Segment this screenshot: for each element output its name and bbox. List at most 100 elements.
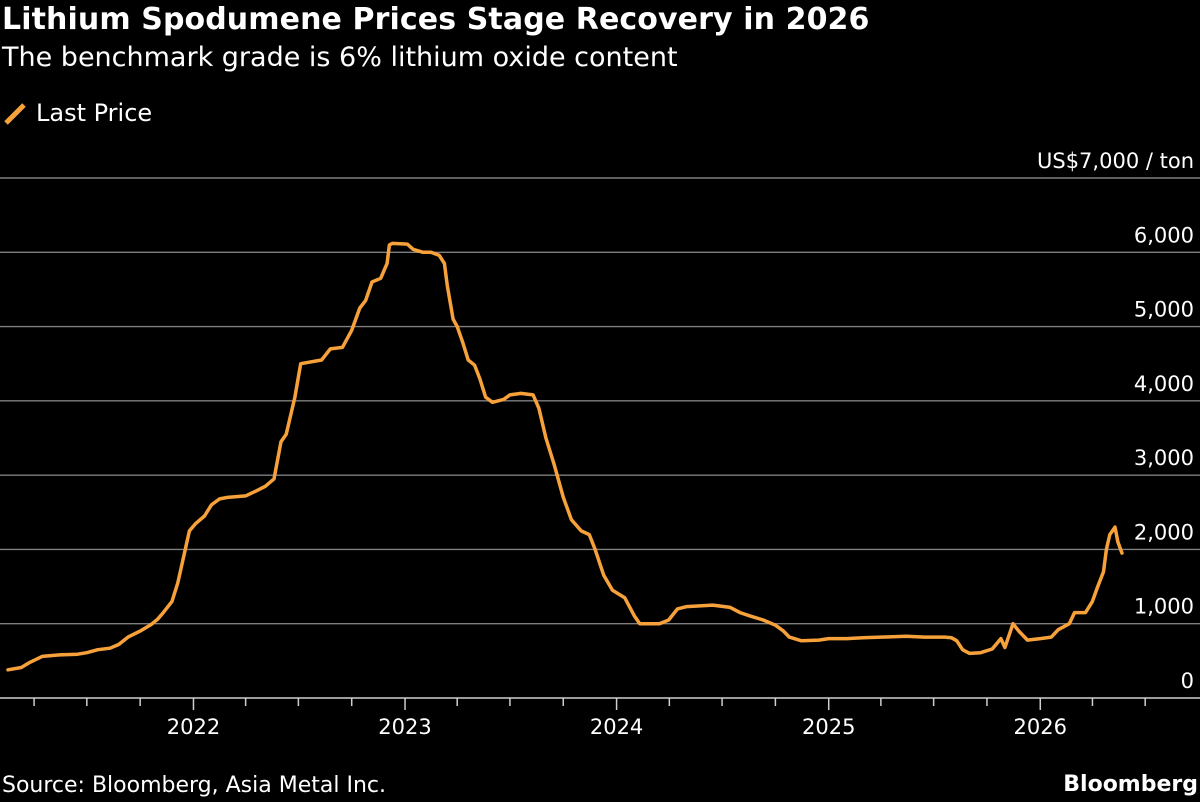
data-point <box>150 623 152 625</box>
x-tick-label: 2024 <box>590 715 643 739</box>
data-point <box>905 635 907 637</box>
data-point <box>256 490 258 492</box>
data-point <box>739 611 741 613</box>
data-point <box>484 396 486 398</box>
data-point <box>371 281 373 283</box>
legend-line-swatch-icon <box>4 103 26 125</box>
data-point <box>300 363 302 365</box>
data-point <box>430 251 432 253</box>
y-tick-label: 3,000 <box>1134 446 1194 470</box>
data-point <box>479 377 481 379</box>
data-point <box>545 437 547 439</box>
y-tick-label: 0 <box>1181 669 1194 693</box>
data-point <box>218 498 220 500</box>
data-point <box>788 636 790 638</box>
data-point <box>658 623 660 625</box>
data-point <box>273 478 275 480</box>
y-tick-label: 4,000 <box>1134 372 1194 396</box>
data-point <box>862 637 864 639</box>
data-point <box>1109 533 1111 535</box>
data-point <box>502 398 504 400</box>
data-point <box>1004 646 1006 648</box>
data-point <box>1068 623 1070 625</box>
data-point <box>452 318 454 320</box>
data-point <box>588 533 590 535</box>
data-point <box>1000 637 1002 639</box>
data-point <box>320 359 322 361</box>
data-point <box>1121 552 1123 554</box>
data-point <box>412 248 414 250</box>
data-point <box>86 652 88 654</box>
data-point <box>127 636 129 638</box>
data-point <box>956 640 958 642</box>
data-point <box>1012 623 1014 625</box>
data-point <box>594 548 596 550</box>
data-point <box>280 441 282 443</box>
data-point <box>195 522 197 524</box>
x-tick-label: 2026 <box>1014 715 1067 739</box>
data-point <box>800 640 802 642</box>
data-point <box>285 433 287 435</box>
data-point <box>456 325 458 327</box>
data-point <box>1050 636 1052 638</box>
data-point <box>553 463 555 465</box>
data-point <box>446 285 448 287</box>
data-point <box>351 329 353 331</box>
data-point <box>950 637 952 639</box>
data-point <box>1097 585 1099 587</box>
data-point <box>58 654 60 656</box>
data-point <box>828 637 830 639</box>
source-note: Source: Bloomberg, Asia Metal Inc. <box>2 773 386 798</box>
data-point <box>364 299 366 301</box>
data-point <box>580 530 582 532</box>
data-point <box>341 346 343 348</box>
data-point <box>171 600 173 602</box>
data-point <box>264 485 266 487</box>
data-point <box>562 496 564 498</box>
y-tick-label: 6,000 <box>1134 223 1194 247</box>
series-line-last-price <box>6 241 1124 672</box>
y-tick-label: 5,000 <box>1134 298 1194 322</box>
data-point <box>991 648 993 650</box>
legend-label: Last Price <box>36 99 153 127</box>
data-point <box>520 392 522 394</box>
data-point <box>1084 611 1086 613</box>
data-point <box>729 606 731 608</box>
data-point <box>979 652 981 654</box>
data-point <box>76 653 78 655</box>
data-point <box>1026 639 1028 641</box>
data-point <box>227 496 229 498</box>
data-point <box>294 396 296 398</box>
data-point <box>818 639 820 641</box>
data-point <box>1057 629 1059 631</box>
data-point <box>782 630 784 632</box>
data-point <box>762 619 764 621</box>
data-point <box>406 243 408 245</box>
data-point <box>461 340 463 342</box>
data-point <box>686 605 688 607</box>
data-point <box>1073 611 1075 613</box>
data-point <box>961 649 963 651</box>
legend: Last Price <box>2 96 152 130</box>
data-point <box>943 636 945 638</box>
data-point <box>473 364 475 366</box>
data-point <box>203 515 205 517</box>
data-point <box>570 519 572 521</box>
data-point <box>118 643 120 645</box>
chart-title: Lithium Spodumene Prices Stage Recovery … <box>2 2 870 37</box>
data-point <box>603 574 605 576</box>
brand-logo: Bloomberg <box>1063 772 1198 797</box>
data-point <box>97 649 99 651</box>
x-tick-label: 2023 <box>378 715 431 739</box>
chart-subtitle: The benchmark grade is 6% lithium oxide … <box>2 42 678 73</box>
data-point <box>633 615 635 617</box>
data-point <box>1039 637 1041 639</box>
data-point <box>7 669 9 671</box>
data-point <box>388 244 390 246</box>
data-point <box>156 618 158 620</box>
data-point <box>611 589 613 591</box>
x-tick-label: 2022 <box>167 715 220 739</box>
data-point <box>1117 541 1119 543</box>
x-tick-label: 2025 <box>802 715 855 739</box>
data-point <box>386 262 388 264</box>
